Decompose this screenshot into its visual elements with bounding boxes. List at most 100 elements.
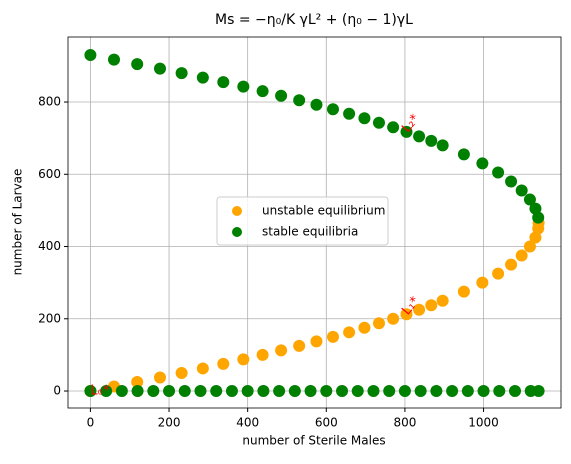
point — [100, 385, 113, 398]
point — [523, 240, 536, 253]
y-tick-label: 400 — [38, 239, 61, 253]
point — [387, 312, 400, 325]
point — [237, 353, 250, 366]
point — [476, 276, 489, 289]
point — [217, 357, 230, 370]
x-tick-label: 400 — [236, 416, 259, 430]
point — [515, 184, 528, 197]
x-tick-label: 200 — [158, 416, 181, 430]
point — [372, 317, 385, 330]
point — [343, 107, 356, 120]
point — [492, 166, 505, 179]
point — [153, 62, 166, 75]
point — [351, 385, 364, 398]
point — [225, 385, 238, 398]
point — [425, 299, 438, 312]
point — [436, 139, 449, 152]
point — [210, 385, 223, 398]
point — [196, 362, 209, 375]
point — [194, 385, 207, 398]
point — [293, 339, 306, 352]
legend-marker — [232, 206, 242, 216]
x-tick-label: 800 — [393, 416, 416, 430]
chart-title: Ms = −η₀/K γL² + (η₀ − 1)γL — [215, 12, 413, 28]
point — [400, 308, 413, 321]
x-tick-label: 0 — [87, 416, 95, 430]
point — [457, 285, 470, 298]
point — [147, 385, 160, 398]
point — [457, 148, 470, 161]
point — [413, 130, 426, 143]
legend-label: stable equilibria — [262, 225, 358, 239]
annotation: L₀* — [90, 384, 109, 399]
legend-label: unstable equilibrium — [262, 204, 385, 218]
point — [131, 385, 144, 398]
point — [492, 267, 505, 280]
point — [107, 53, 120, 66]
x-axis-label: number of Sterile Males — [242, 434, 385, 448]
point — [326, 103, 339, 116]
point — [532, 385, 545, 398]
point — [387, 121, 400, 134]
point — [414, 385, 427, 398]
point — [461, 385, 474, 398]
point — [326, 330, 339, 343]
point — [288, 385, 301, 398]
point — [273, 385, 286, 398]
point — [532, 211, 545, 224]
point — [256, 348, 269, 361]
point — [477, 385, 490, 398]
point — [529, 231, 542, 244]
point — [163, 385, 176, 398]
point — [304, 385, 317, 398]
point — [505, 258, 518, 271]
point — [372, 116, 385, 129]
y-tick-label: 600 — [38, 167, 61, 181]
point — [320, 385, 333, 398]
plot-frame — [67, 36, 562, 409]
point — [493, 385, 506, 398]
point — [523, 193, 536, 206]
point — [529, 202, 542, 215]
point — [175, 67, 188, 80]
y-axis-label: number of Larvae — [11, 169, 25, 276]
y-tick-label: 800 — [38, 95, 61, 109]
point — [237, 80, 250, 93]
point — [425, 134, 438, 147]
point — [430, 385, 443, 398]
point — [505, 175, 518, 188]
point — [217, 76, 230, 89]
y-tick-label: 200 — [38, 311, 61, 325]
point — [196, 71, 209, 84]
legend-box — [216, 196, 389, 246]
x-tick-label: 600 — [315, 416, 338, 430]
point — [256, 85, 269, 98]
point — [367, 385, 380, 398]
point — [131, 58, 144, 71]
point — [446, 385, 459, 398]
point — [293, 94, 306, 107]
point — [476, 157, 489, 170]
point — [336, 385, 349, 398]
point — [257, 385, 270, 398]
point — [275, 344, 288, 357]
point — [358, 321, 371, 334]
point — [84, 385, 97, 398]
point — [436, 294, 449, 307]
x-tick-label: 1000 — [468, 416, 499, 430]
point — [275, 89, 288, 102]
point — [310, 98, 323, 111]
point — [515, 249, 528, 262]
point — [343, 326, 356, 339]
point — [178, 385, 191, 398]
point — [413, 303, 426, 316]
point — [153, 371, 166, 384]
point — [175, 366, 188, 379]
point — [131, 375, 144, 388]
y-tick-label: 0 — [53, 384, 61, 398]
point — [383, 385, 396, 398]
point — [400, 125, 413, 138]
point — [115, 385, 128, 398]
point — [509, 385, 522, 398]
